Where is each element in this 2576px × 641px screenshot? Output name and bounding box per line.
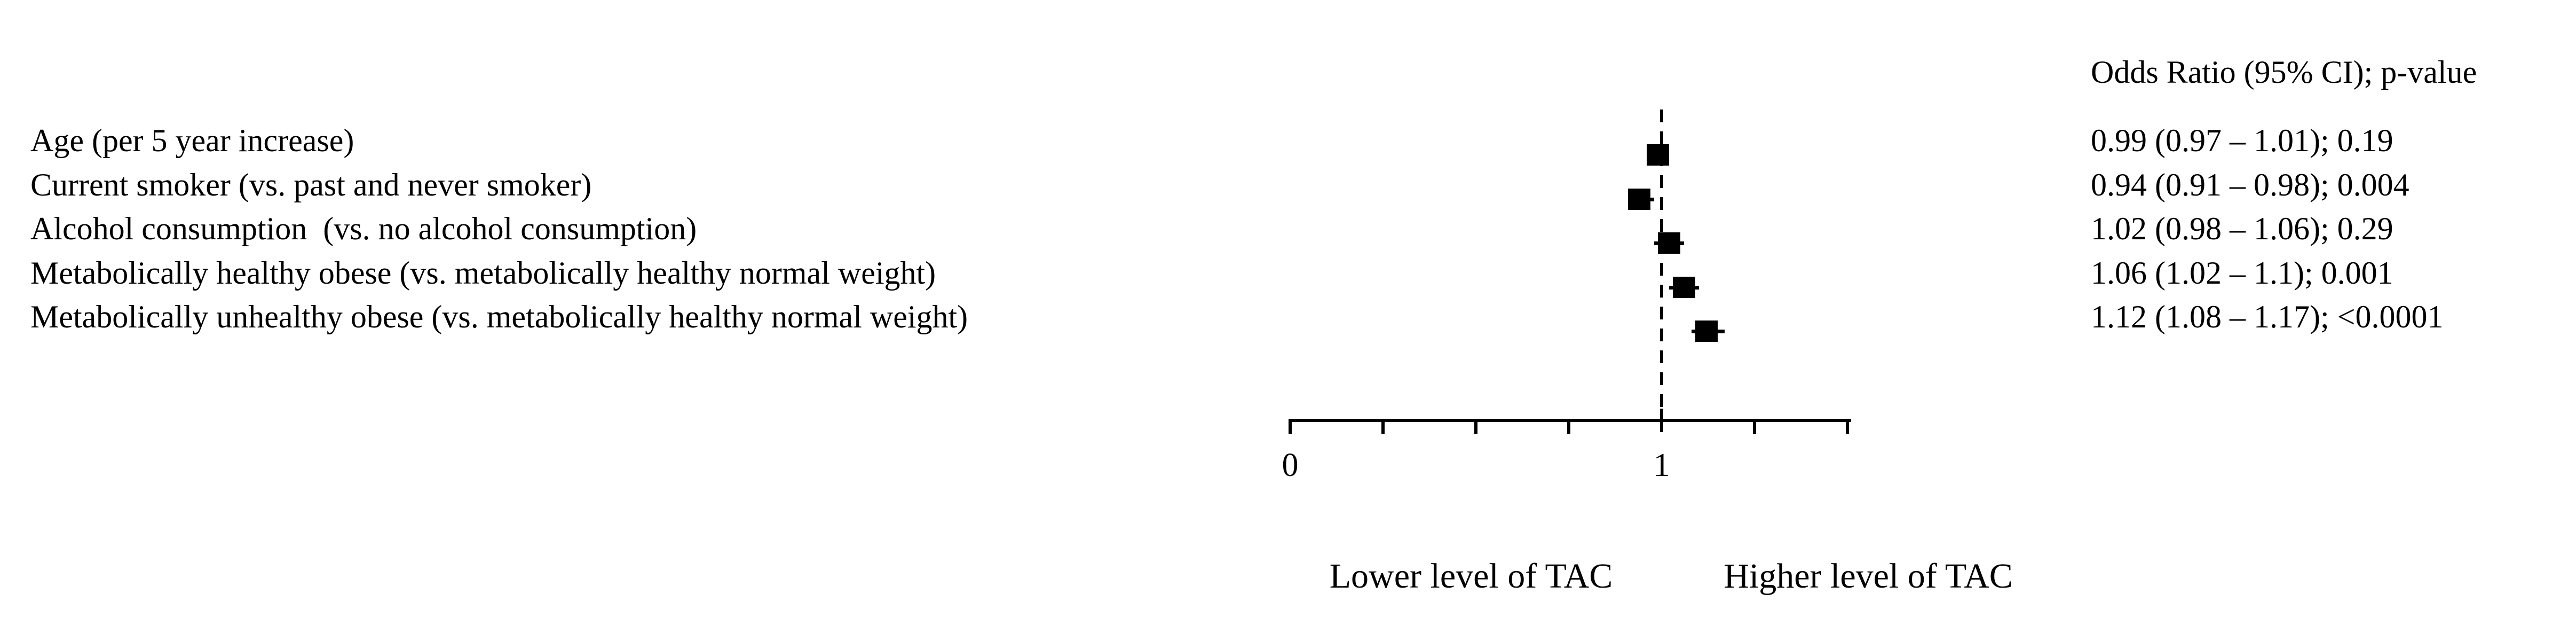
axis-tick	[1381, 422, 1385, 434]
or-marker	[1657, 232, 1680, 254]
axis-tick-null	[1660, 409, 1663, 432]
axis-tick	[1474, 422, 1477, 434]
row-label: Age (per 5 year increase)	[30, 123, 354, 158]
x-label-lower-tac: Lower level of TAC	[1329, 557, 1613, 596]
or-marker	[1672, 277, 1695, 298]
axis-line	[1289, 419, 1851, 422]
axis-tick-label: 0	[1282, 447, 1299, 483]
or-column-header: Odds Ratio (95% CI); p-value	[2091, 54, 2477, 90]
x-label-higher-tac: Higher level of TAC	[1724, 557, 2013, 596]
row-or-ci-p-value: 0.94 (0.91 – 0.98); 0.004	[2091, 167, 2409, 202]
axis-tick	[1846, 422, 1849, 434]
or-marker	[1628, 189, 1651, 210]
axis-tick	[1753, 422, 1756, 434]
axis-tick	[1567, 422, 1570, 434]
row-label: Alcohol consumption (vs. no alcohol cons…	[30, 211, 697, 246]
or-marker	[1695, 320, 1718, 342]
row-label: Current smoker (vs. past and never smoke…	[30, 167, 592, 202]
row-or-ci-p-value: 0.99 (0.97 – 1.01); 0.19	[2091, 123, 2393, 158]
axis-tick	[1289, 422, 1292, 434]
axis-tick-label: 1	[1653, 447, 1670, 483]
row-or-ci-p-value: 1.12 (1.08 – 1.17); <0.0001	[2091, 299, 2444, 334]
row-or-ci-p-value: 1.06 (1.02 – 1.1); 0.001	[2091, 255, 2393, 291]
null-line	[1660, 110, 1663, 420]
row-label: Metabolically healthy obese (vs. metabol…	[30, 255, 936, 291]
or-marker	[1647, 144, 1670, 166]
row-label: Metabolically unhealthy obese (vs. metab…	[30, 299, 968, 334]
row-or-ci-p-value: 1.02 (0.98 – 1.06); 0.29	[2091, 211, 2393, 246]
